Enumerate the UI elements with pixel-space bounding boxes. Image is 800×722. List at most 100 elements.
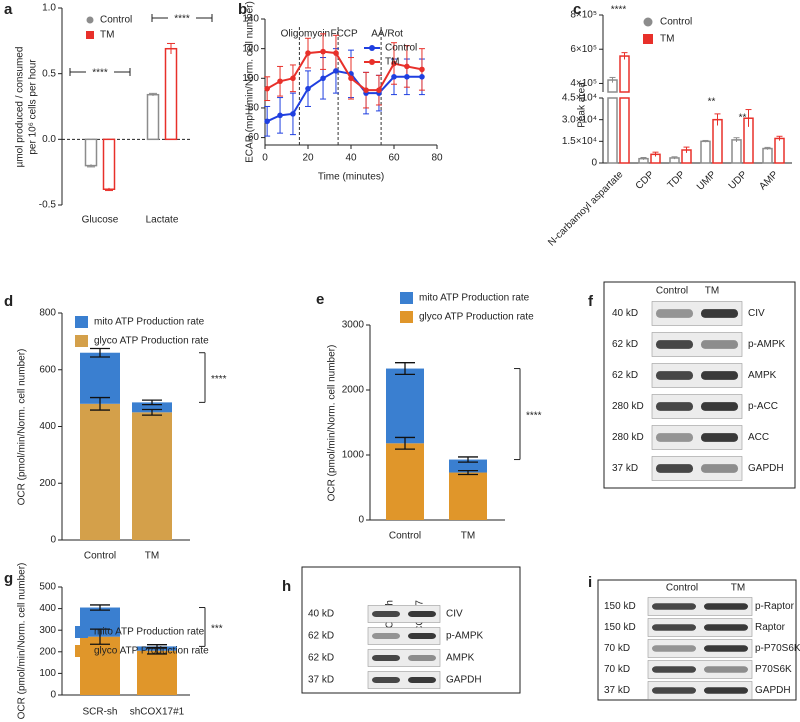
y-tick-label: 140 (242, 14, 259, 25)
column-label: Control (656, 286, 688, 297)
y-tick-label: 3000 (342, 320, 365, 331)
legend-swatch (643, 17, 653, 27)
column-label: TM (705, 286, 719, 297)
bar (146, 93, 160, 141)
bar (102, 138, 116, 190)
legend-swatch (75, 335, 88, 347)
treatment-label: AA/Rot (371, 29, 403, 40)
blot-band (372, 676, 400, 684)
x-tick-label: SCR-sh (82, 707, 117, 718)
y-tick-label: 6×10⁵ (570, 44, 597, 55)
column-label: Control (666, 583, 698, 594)
legend-swatch (369, 59, 375, 65)
y-tick-label: 120 (242, 43, 259, 54)
bar-segment (137, 650, 177, 695)
blot-target: CIV (446, 609, 463, 620)
panel-letter: c (573, 1, 581, 18)
blot-size: 37 kD (612, 463, 638, 474)
x-tick-label: shCOX17#1 (130, 707, 185, 718)
blot-strip (367, 649, 441, 667)
legend-swatch (75, 645, 88, 657)
y-tick-label: 4.5×10⁴ (562, 93, 597, 104)
bar-segment (386, 368, 424, 444)
x-tick-label: TDP (666, 169, 688, 191)
panel-letter: f (588, 293, 594, 310)
bar-segment (132, 412, 172, 540)
blot-target: ACC (748, 432, 769, 443)
annotation: **** (526, 411, 542, 422)
blot-band (652, 624, 696, 631)
bar (731, 139, 742, 164)
blot-strip (647, 660, 753, 679)
point (419, 74, 425, 80)
blot-size: 150 kD (604, 622, 636, 633)
blot-size: 280 kD (612, 401, 644, 412)
panel-letter: h (282, 578, 291, 595)
x-tick-label: 60 (388, 153, 400, 164)
legend-swatch (400, 311, 413, 323)
treatment-label: Oligomycin (281, 29, 330, 40)
blot-band (652, 603, 696, 610)
legend-label: Control (660, 17, 692, 28)
blot-size: 62 kD (612, 339, 638, 350)
blot-band (372, 654, 400, 662)
panel-letter: a (4, 1, 13, 18)
blot-size: 150 kD (604, 601, 636, 612)
blot-target: p-AMPK (446, 631, 484, 642)
legend-swatch (400, 292, 413, 304)
point (277, 112, 283, 119)
bar-segment (80, 352, 120, 404)
y-axis-title: OCR (pmol/min/Norm. cell number) (327, 345, 338, 502)
legend-swatch (75, 626, 88, 638)
y-tick-label: 300 (39, 625, 56, 636)
y-tick-label: 0 (358, 515, 364, 526)
x-tick-label: CDP (634, 169, 657, 192)
bar (774, 137, 785, 164)
blot-band (408, 654, 436, 662)
blot-band (701, 340, 738, 349)
x-tick-label: AMP (757, 169, 780, 192)
bar-segment (386, 443, 424, 520)
bar (762, 147, 773, 164)
blot-band (701, 371, 738, 380)
legend-label: Control (100, 15, 132, 26)
blot-target: P70S6K (755, 664, 792, 675)
annotation: *** (211, 624, 223, 635)
legend-swatch (86, 31, 94, 39)
blot-band (372, 610, 400, 618)
y-axis-title: per 10⁶ cells per hour (28, 59, 39, 155)
x-axis-title: Time (minutes) (318, 172, 384, 183)
blot-band (652, 666, 696, 673)
blot-size: 62 kD (308, 653, 334, 664)
blot-strip (367, 671, 441, 689)
x-tick-label: Control (389, 531, 421, 542)
blot-band (652, 645, 696, 652)
blot-size: 70 kD (604, 664, 630, 675)
blot-size: 37 kD (308, 675, 334, 686)
point (348, 75, 354, 82)
y-tick-label: 0 (591, 158, 597, 169)
y-tick-label: 0 (50, 690, 56, 701)
panel-letter: e (316, 291, 324, 308)
blot-band (701, 309, 738, 318)
bar (700, 140, 711, 164)
blot-size: 62 kD (308, 631, 334, 642)
annotation: **** (211, 374, 227, 385)
blot-target: GAPDH (748, 463, 784, 474)
blot-band (704, 687, 748, 694)
x-tick-label: 20 (302, 153, 314, 164)
y-tick-label: -0.5 (39, 200, 57, 211)
point (404, 74, 410, 80)
legend-label: TM (660, 34, 674, 45)
blot-target: p-Raptor (755, 601, 795, 612)
y-tick-label: 400 (39, 421, 56, 432)
y-tick-label: 8×10⁵ (570, 10, 597, 21)
blot-band (656, 371, 693, 380)
y-axis-title: OCR (pmol/min/Norm. cell number) (17, 563, 28, 720)
y-axis-title: µmol produced / consumed (15, 47, 26, 168)
blot-band (701, 402, 738, 411)
point (290, 75, 296, 82)
y-tick-label: 100 (39, 668, 56, 679)
blot-band (704, 645, 748, 652)
